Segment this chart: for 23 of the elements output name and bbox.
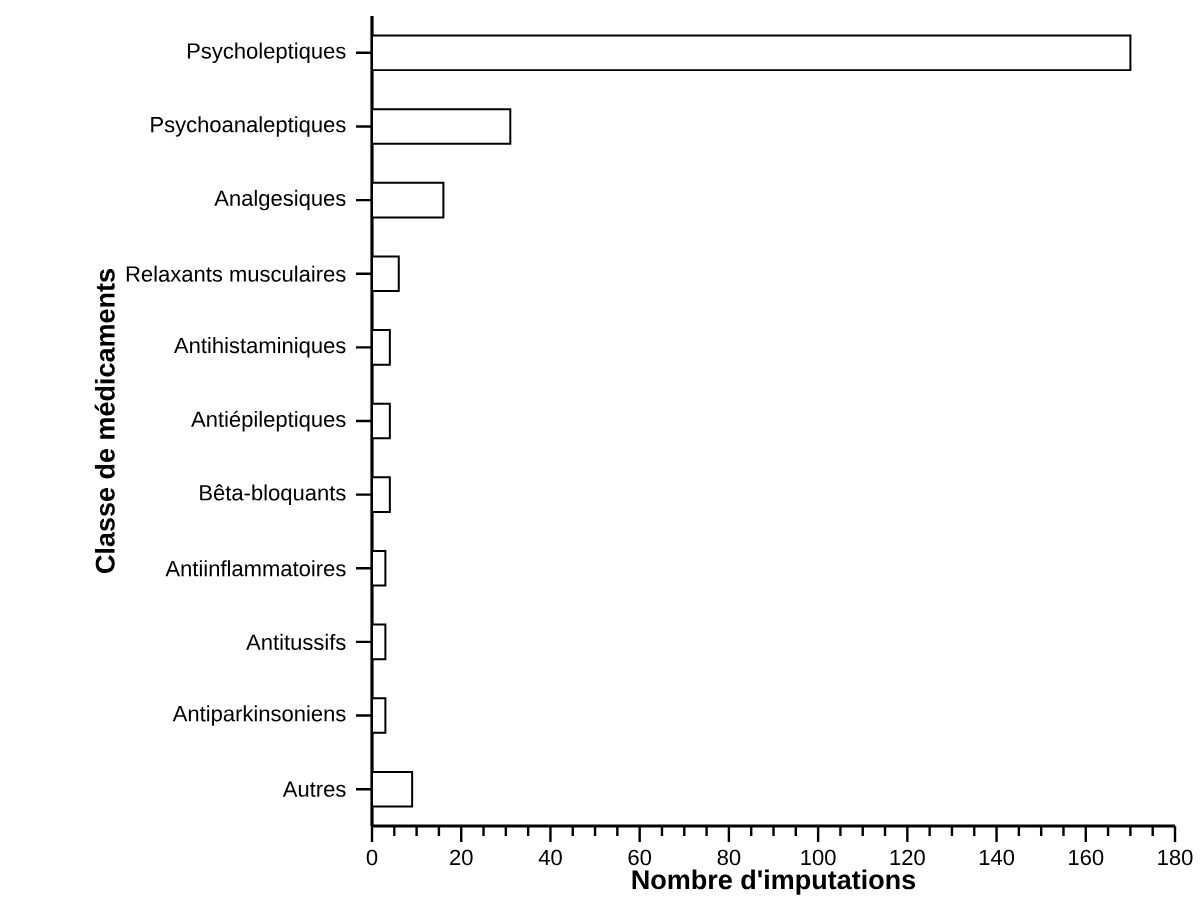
y-tick-label: Antiinflammatoires bbox=[165, 560, 346, 577]
y-tick-label: Relaxants musculaires bbox=[126, 265, 346, 282]
x-tick-label: 180 bbox=[1158, 849, 1193, 866]
x-tick-label: 80 bbox=[717, 849, 741, 866]
y-axis-title: Classe de médicaments bbox=[94, 269, 115, 573]
y-tick-label: Antiparkinsoniens bbox=[172, 705, 346, 726]
x-tick-label: 40 bbox=[538, 849, 562, 866]
x-tick-label: 100 bbox=[801, 849, 836, 866]
x-tick-label: 20 bbox=[450, 849, 473, 866]
y-tick-label: Antihistaminiques bbox=[173, 337, 346, 358]
y-tick-label: Psycholeptiques bbox=[187, 42, 346, 64]
y-tick-label: Analgesiques bbox=[214, 189, 346, 211]
x-axis-title: Nombre d'imputations bbox=[632, 869, 916, 895]
y-tick-label: Autres bbox=[282, 781, 346, 797]
x-tick-label: 0 bbox=[366, 849, 378, 866]
x-tick-label: 60 bbox=[628, 849, 652, 866]
x-tick-label: 120 bbox=[890, 849, 925, 866]
y-tick-label: Bêta-bloquants bbox=[200, 484, 346, 505]
y-tick-label: Antiépileptiques bbox=[191, 410, 346, 432]
y-tick-label: Antitussifs bbox=[246, 633, 346, 650]
y-tick-label: Psychoanaleptiques bbox=[151, 116, 346, 137]
x-tick-label: 160 bbox=[1069, 849, 1104, 866]
x-tick-label: 140 bbox=[979, 849, 1015, 866]
